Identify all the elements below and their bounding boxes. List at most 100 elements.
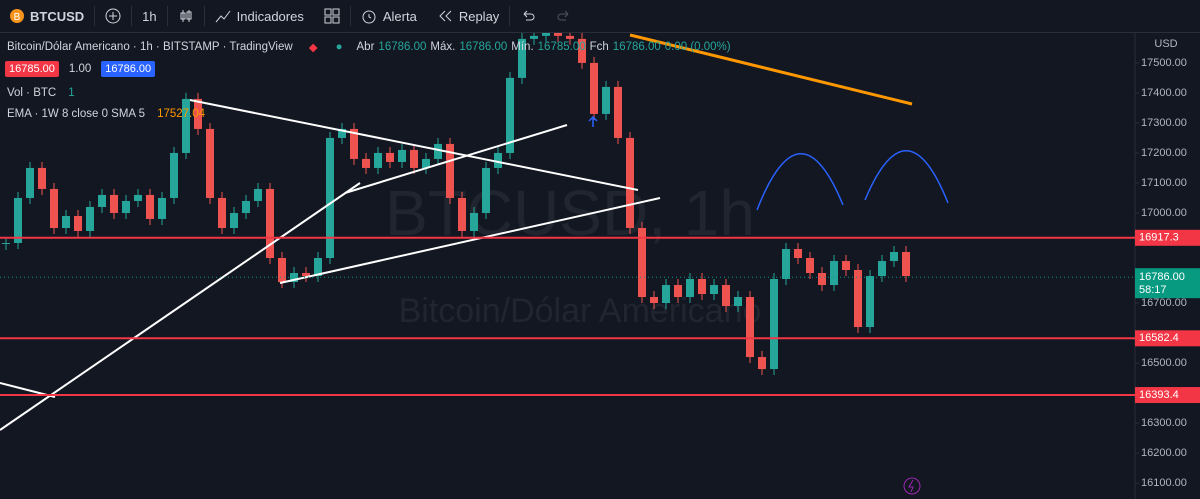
y-tick-label: 16100.00 — [1141, 477, 1187, 489]
legend-title: Bitcoin/Dólar Americano · 1h · BITSTAMP … — [7, 41, 293, 53]
watermark-name: Bitcoin/Dólar Americano — [399, 292, 762, 330]
candle — [722, 285, 730, 307]
y-tick-label: 16500.00 — [1141, 357, 1187, 369]
symbol-button[interactable]: B BTCUSD — [0, 0, 94, 32]
currency[interactable]: USD — [1154, 38, 1177, 50]
candle — [626, 137, 634, 228]
flash-icon[interactable] — [903, 477, 921, 495]
candle — [902, 251, 910, 277]
level-label-box — [1135, 330, 1200, 347]
countdown: 58:17 — [1139, 284, 1167, 296]
flag-icon[interactable]: ◆ — [308, 42, 318, 54]
candle — [134, 194, 142, 201]
candle-icon — [180, 10, 192, 22]
candle — [806, 257, 814, 274]
buy-button[interactable]: 16786.00 — [101, 61, 156, 77]
replay-button[interactable]: Replay — [427, 0, 509, 32]
legend: Bitcoin/Dólar Americano · 1h · BITSTAMP … — [7, 40, 731, 54]
y-tick-label: 17400.00 — [1141, 87, 1187, 99]
candle — [782, 248, 790, 280]
last-price-label: 16786.00 — [1139, 271, 1185, 283]
toolbar: B BTCUSD 1h Indicadores Alerta Replay — [0, 0, 1200, 33]
y-tick-label: 17200.00 — [1141, 147, 1187, 159]
candle — [206, 128, 214, 198]
arc-drawing[interactable] — [756, 153, 844, 211]
candle — [566, 35, 574, 39]
candle — [278, 257, 286, 283]
indicators: Indicadores — [236, 8, 304, 24]
trend-line[interactable] — [189, 99, 639, 191]
candle — [602, 86, 610, 114]
candle — [86, 206, 94, 231]
change: 0.00 (0.00%) — [664, 41, 731, 53]
candle — [386, 152, 394, 162]
candle — [470, 212, 478, 231]
low-label: Mín. — [511, 41, 534, 53]
orange-trend-line[interactable] — [629, 33, 913, 106]
candle — [254, 188, 262, 201]
candle — [410, 149, 418, 168]
add-symbol[interactable] — [95, 0, 131, 32]
level-label: 16917.3 — [1139, 232, 1179, 244]
order-panel: 16785.00 1.00 16786.00 — [5, 61, 156, 77]
y-tick-label: 16200.00 — [1141, 447, 1187, 459]
level-label: 16582.4 — [1139, 332, 1179, 344]
candle — [542, 32, 550, 36]
candle — [518, 38, 526, 78]
redo-icon — [557, 10, 569, 21]
candle — [422, 158, 430, 168]
sell-button[interactable]: 16785.00 — [5, 61, 59, 77]
chart-style[interactable] — [168, 0, 204, 32]
candle — [686, 279, 694, 298]
trend-line[interactable] — [0, 182, 361, 431]
trend-line[interactable] — [344, 124, 568, 194]
indicators-button[interactable]: Indicadores — [205, 0, 314, 32]
candle — [458, 197, 466, 231]
price-axis — [1135, 32, 1200, 499]
y-tick-label: 17100.00 — [1141, 177, 1187, 189]
candle — [38, 167, 46, 189]
last-price-box — [1135, 268, 1200, 299]
replay-icon — [439, 10, 452, 22]
arrow-drawing[interactable] — [588, 115, 598, 127]
y-tick-label: 17000.00 — [1141, 207, 1187, 219]
y-tick-label: 16700.00 — [1141, 297, 1187, 309]
layouts-button[interactable] — [314, 0, 350, 32]
candle — [758, 357, 766, 370]
close: 16786.00 — [612, 41, 661, 53]
candle — [290, 273, 298, 283]
candle — [170, 152, 178, 198]
candle — [50, 188, 58, 228]
level-label: 16393.4 — [1139, 389, 1179, 401]
undo-button[interactable] — [510, 0, 546, 32]
candle — [842, 260, 850, 271]
trend-line[interactable] — [279, 197, 661, 284]
undo-icon — [523, 10, 535, 21]
candle — [494, 152, 502, 168]
ema-legend: EMA · 1W 8 close 0 SMA 5 17527.04 — [7, 108, 205, 120]
quantity[interactable]: 1.00 — [68, 63, 92, 75]
volume-legend: Vol · BTC 1 — [7, 87, 75, 99]
candle — [890, 251, 898, 261]
candle — [110, 194, 118, 213]
arc-drawing[interactable] — [864, 150, 949, 204]
candle — [650, 297, 658, 304]
alert-button[interactable]: Alerta — [351, 0, 427, 32]
candle — [74, 215, 82, 231]
interval-button[interactable]: 1h — [132, 0, 166, 32]
candle — [662, 285, 670, 304]
candle — [734, 297, 742, 307]
flash-icon — [908, 479, 914, 493]
redo-button[interactable] — [546, 0, 582, 32]
candle — [158, 197, 166, 219]
candle — [434, 143, 442, 159]
candle — [482, 167, 490, 213]
level-label-box — [1135, 387, 1200, 404]
candle — [674, 285, 682, 298]
candle — [554, 32, 562, 36]
candle — [506, 77, 514, 153]
interval: 1h — [142, 8, 157, 24]
candle — [854, 270, 862, 328]
